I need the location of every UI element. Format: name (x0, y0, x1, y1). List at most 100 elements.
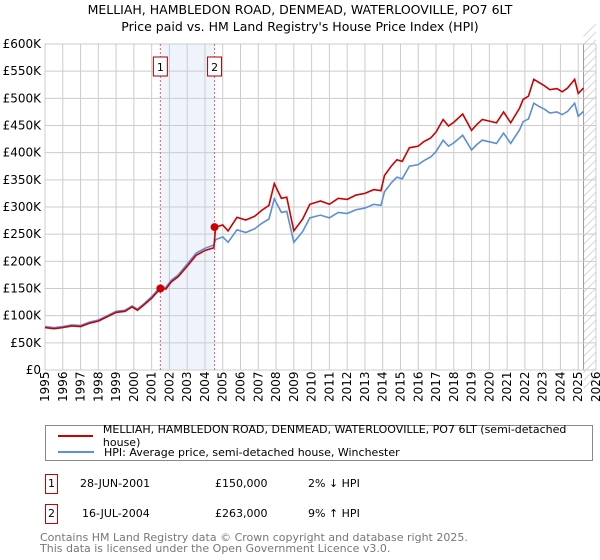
hatch-line (583, 111, 597, 125)
y-tick-label: £300K (3, 200, 43, 214)
legend-swatch-red (58, 435, 93, 437)
legend-label: HPI: Average price, semi-detached house,… (104, 445, 400, 459)
hatch-line (583, 199, 597, 213)
x-tick-label: 2007 (251, 371, 265, 402)
transaction-marker: 2 (45, 504, 58, 524)
hatch-line (583, 295, 597, 309)
hatch-line (583, 135, 597, 149)
y-tick-label: £350K (3, 173, 43, 187)
hatch-line (583, 351, 597, 365)
y-tick-label: £450K (3, 119, 43, 133)
sale-label: 1 (157, 61, 164, 74)
x-tick-label: 2009 (287, 371, 301, 402)
hatch-line (583, 167, 597, 181)
x-tick-label: 1996 (56, 371, 70, 402)
hatch-line (583, 335, 597, 349)
hatch-line (583, 143, 597, 157)
x-tick-label: 1998 (91, 371, 105, 402)
footer-copyright: Contains HM Land Registry data © Crown c… (40, 531, 468, 544)
legend: MELLIAH, HAMBLEDON ROAD, DENMEAD, WATERL… (45, 423, 593, 461)
hpi-line (44, 101, 585, 329)
legend-item-property: MELLIAH, HAMBLEDON ROAD, DENMEAD, WATERL… (58, 423, 592, 449)
hatch-line (583, 263, 597, 277)
legend-item-hpi: HPI: Average price, semi-detached house,… (58, 445, 400, 459)
y-tick-label: £500K (3, 91, 43, 105)
x-tick-label: 2010 (305, 371, 319, 402)
y-tick-label: £250K (3, 227, 43, 241)
transaction-date: 28-JUN-2001 (80, 477, 151, 490)
hatch-line (583, 31, 597, 45)
sale-label-box (152, 56, 168, 77)
hatch-line (583, 207, 597, 221)
x-tick-label: 2012 (340, 371, 354, 402)
transaction-hpi: 2% ↓ HPI (308, 477, 360, 490)
x-tick-label: 2019 (465, 371, 479, 402)
x-tick-label: 2006 (234, 371, 248, 402)
x-tick-label: 2020 (482, 371, 496, 402)
hatch-line (583, 255, 597, 269)
x-tick-label: 2023 (536, 371, 550, 402)
y-tick-label: £550K (3, 64, 43, 78)
hatch-line (583, 375, 597, 389)
hatch-line (583, 39, 597, 53)
hatch-line (583, 239, 597, 253)
hatch-line (583, 79, 597, 93)
x-tick-label: 1995 (38, 371, 52, 402)
hatch-line (583, 327, 597, 341)
x-tick-label: 2021 (500, 371, 514, 402)
x-tick-label: 2025 (571, 371, 585, 402)
x-tick-label: 2000 (127, 371, 141, 402)
x-tick-label: 2016 (411, 371, 425, 402)
x-tick-label: 2003 (180, 371, 194, 402)
x-tick-label: 2011 (322, 371, 336, 402)
x-tick-label: 2004 (198, 371, 212, 402)
hatch-line (583, 215, 597, 229)
transaction-row: 2 16-JUL-2004 £263,000 9% ↑ HPI (45, 504, 585, 524)
sale-point (210, 223, 219, 232)
y-tick-label: £600K (3, 37, 43, 51)
y-tick-label: £0 (26, 363, 41, 377)
hatch-line (583, 175, 597, 189)
x-tick-label: 2024 (553, 371, 567, 402)
sale-label: 2 (211, 61, 218, 74)
x-tick-label: 2001 (145, 371, 159, 402)
hatch-line (583, 271, 597, 285)
legend-label: MELLIAH, HAMBLEDON ROAD, DENMEAD, WATERL… (102, 423, 567, 449)
transaction-marker: 1 (45, 474, 58, 494)
sale-point (156, 284, 165, 293)
hatch-line (583, 247, 597, 261)
x-tick-label: 2008 (269, 371, 283, 402)
hatch-line (583, 287, 597, 301)
chart-title: MELLIAH, HAMBLEDON ROAD, DENMEAD, WATERL… (87, 2, 513, 17)
hatch-line (583, 55, 597, 69)
hatch-line (583, 63, 597, 77)
hatch-line (583, 47, 597, 61)
y-tick-label: £50K (10, 336, 42, 350)
hatch-line (583, 303, 597, 317)
x-tick-label: 2018 (447, 371, 461, 402)
hatch-line (583, 191, 597, 205)
hatch-line (583, 311, 597, 325)
x-tick-label: 2026 (589, 371, 600, 402)
hatch-line (583, 279, 597, 293)
x-tick-label: 1997 (74, 371, 88, 402)
transaction-date: 16-JUL-2004 (82, 507, 150, 520)
y-tick-label: £150K (3, 282, 43, 296)
price-chart: £0 £50K £100K £150K £200K £250K £300K £350K £400… (3, 23, 600, 402)
x-tick-label: 2022 (518, 371, 532, 402)
x-tick-label: 2014 (376, 371, 390, 402)
hatch-line (583, 151, 597, 165)
transaction-price: £150,000 (215, 477, 268, 490)
sale-label-box (207, 56, 223, 77)
transaction-hpi: 9% ↑ HPI (308, 507, 360, 520)
hatch-line (583, 71, 597, 85)
y-tick-label: £100K (3, 309, 43, 323)
hatch-line (583, 23, 597, 37)
transaction-row: 1 28-JUN-2001 £150,000 2% ↓ HPI (45, 474, 585, 494)
hatch-line (583, 343, 597, 357)
property-price-line (44, 77, 585, 330)
hatch-line (583, 319, 597, 333)
hatch-line (583, 119, 597, 133)
y-tick-label: £200K (3, 254, 43, 268)
hatch-line (583, 127, 597, 141)
